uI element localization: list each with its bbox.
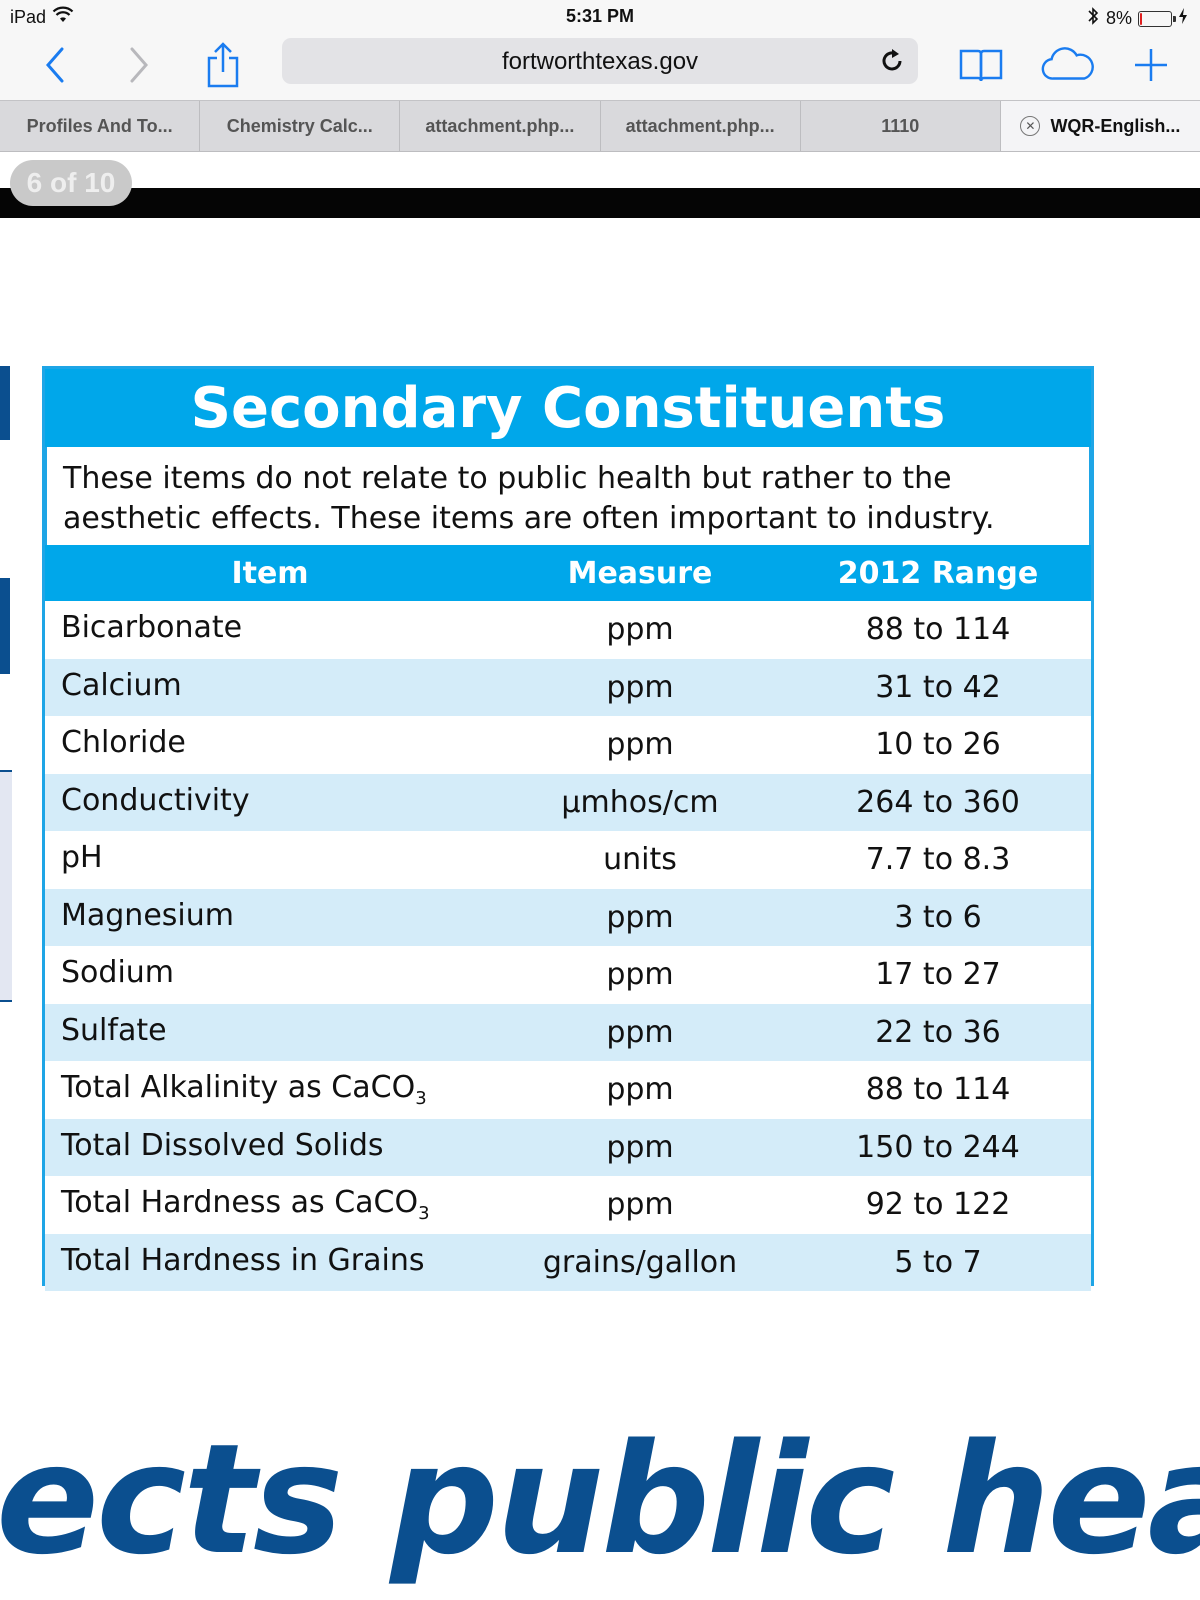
row-item: Sulfate [45, 1003, 495, 1061]
tab-chemistry[interactable]: Chemistry Calc... [200, 101, 401, 151]
secondary-constituents-panel: Secondary Constituents These items do no… [42, 366, 1094, 1291]
header-measure: Measure [495, 545, 785, 601]
row-measure: units [603, 842, 677, 878]
bluetooth-icon [1086, 6, 1100, 31]
tab-bar: Profiles And To... Chemistry Calc... att… [0, 100, 1200, 152]
tab-label: attachment.php... [625, 115, 775, 136]
row-item: Total Dissolved Solids [45, 1118, 495, 1176]
tab-attachment-1[interactable]: attachment.php... [400, 101, 601, 151]
share-icon[interactable] [196, 40, 250, 90]
row-item: Bicarbonate [61, 610, 243, 646]
row-measure: ppm [495, 1118, 785, 1176]
table-row: Total Hardness as CaCO3 ppm 92 to 122 [45, 1176, 1091, 1234]
row-measure: ppm [495, 888, 785, 946]
status-right: 8% [1086, 6, 1188, 31]
row-item: Conductivity [45, 773, 495, 831]
row-range: 92 to 122 [865, 1187, 1011, 1223]
device-name: iPad [10, 7, 47, 27]
table-header-row: Item Measure 2012 Range [45, 545, 1091, 601]
row-measure: ppm [495, 1003, 785, 1061]
row-range: 17 to 27 [875, 957, 1001, 993]
tab-attachment-2[interactable]: attachment.php... [601, 101, 801, 151]
reload-icon[interactable] [874, 43, 910, 79]
table-row: pH units 7.7 to 8.3 [45, 831, 1091, 889]
page-indicator: 6 of 10 [10, 160, 132, 206]
row-range: 7.7 to 8.3 [865, 842, 1011, 878]
tab-label: WQR-English... [1050, 115, 1181, 136]
row-measure: ppm [606, 957, 674, 993]
forward-icon[interactable] [112, 40, 166, 90]
row-range: 10 to 26 [875, 727, 1001, 763]
table-row: Total Dissolved Solids ppm 150 to 244 [45, 1118, 1091, 1176]
row-range: 22 to 36 [785, 1003, 1091, 1061]
browser-toolbar: fortworthtexas.gov [0, 34, 1200, 100]
row-item: Total Hardness in Grains [45, 1233, 495, 1291]
tab-label: Chemistry Calc... [226, 115, 373, 136]
row-measure: grains/gallon [495, 1233, 785, 1291]
table-row: Magnesium ppm 3 to 6 [45, 888, 1091, 946]
row-range: 31 to 42 [785, 658, 1091, 716]
row-range: 5 to 7 [785, 1233, 1091, 1291]
row-measure: ppm [606, 1072, 674, 1108]
page-divider [0, 188, 1200, 218]
table-row: Total Hardness in Grains grains/gallon 5… [45, 1233, 1091, 1291]
row-range: 264 to 360 [785, 773, 1091, 831]
header-item: Item [45, 545, 495, 601]
bottom-heading: ects public health [0, 1411, 1200, 1588]
tab-wqr-english[interactable]: ✕ WQR-English... [1000, 101, 1200, 151]
tab-label: Profiles And To... [26, 115, 173, 136]
table-row: Sulfate ppm 22 to 36 [45, 1003, 1091, 1061]
panel-description: These items do not relate to public heal… [45, 447, 1091, 545]
tab-1110[interactable]: 1110 [801, 101, 1001, 151]
row-measure: ppm [606, 612, 674, 648]
row-measure: µmhos/cm [495, 773, 785, 831]
table-row: Chloride ppm 10 to 26 [45, 716, 1091, 774]
cloud-tabs-icon[interactable] [1040, 40, 1094, 90]
constituents-table: Item Measure 2012 Range Bicarbonate ppm … [45, 545, 1091, 1291]
table-row: Total Alkalinity as CaCO3 ppm 88 to 114 [45, 1061, 1091, 1119]
row-range: 150 to 244 [785, 1118, 1091, 1176]
back-icon[interactable] [28, 40, 82, 90]
close-tab-icon[interactable]: ✕ [1020, 116, 1041, 136]
row-item: Sodium [61, 955, 175, 991]
row-item: pH [61, 840, 103, 876]
row-item: Total Hardness as CaCO3 [61, 1185, 430, 1225]
battery-icon [1138, 10, 1176, 27]
header-range: 2012 Range [785, 545, 1091, 601]
battery-percent: 8% [1105, 8, 1132, 28]
tab-profiles[interactable]: Profiles And To... [0, 101, 201, 151]
row-range: 88 to 114 [865, 612, 1011, 648]
left-edge-fragment [0, 770, 12, 1002]
row-measure: ppm [606, 727, 674, 763]
charging-icon [1178, 7, 1188, 30]
address-bar[interactable]: fortworthtexas.gov [282, 38, 918, 84]
status-bar: iPad 5:31 PM 8% [0, 0, 1200, 34]
tab-label: attachment.php... [425, 115, 575, 136]
bookmarks-icon[interactable] [954, 40, 1008, 90]
tab-label: 1110 [881, 115, 920, 136]
wifi-icon [52, 6, 74, 29]
row-measure: ppm [495, 658, 785, 716]
row-item: Chloride [61, 725, 186, 761]
left-edge-fragment [0, 366, 10, 440]
row-range: 3 to 6 [785, 888, 1091, 946]
row-item: Calcium [45, 658, 495, 716]
table-row: Bicarbonate ppm 88 to 114 [45, 601, 1091, 659]
status-time: 5:31 PM [565, 6, 635, 26]
left-edge-fragment [0, 578, 10, 674]
row-item: Magnesium [45, 888, 495, 946]
row-item: Total Alkalinity as CaCO3 [61, 1070, 427, 1110]
row-measure: ppm [606, 1187, 674, 1223]
new-tab-icon[interactable] [1124, 40, 1178, 90]
url-text: fortworthtexas.gov [501, 48, 699, 75]
table-row: Calcium ppm 31 to 42 [45, 658, 1091, 716]
row-range: 88 to 114 [865, 1072, 1011, 1108]
table-row: Conductivity µmhos/cm 264 to 360 [45, 773, 1091, 831]
status-left: iPad [10, 6, 74, 29]
table-row: Sodium ppm 17 to 27 [45, 946, 1091, 1004]
panel-title: Secondary Constituents [45, 369, 1091, 447]
